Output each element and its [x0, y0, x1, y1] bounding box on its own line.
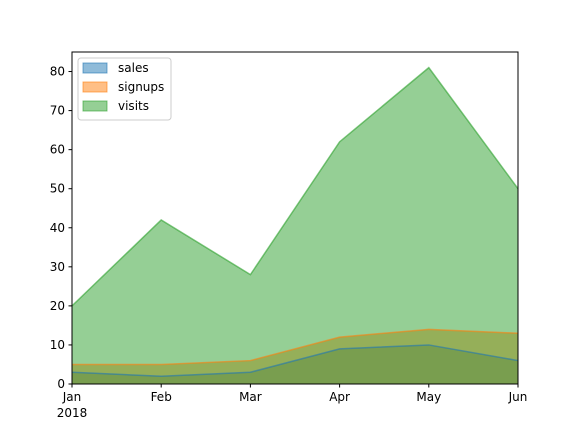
x-axis: Jan Feb Mar Apr May Jun — [62, 384, 528, 404]
series-lines — [71, 66, 519, 377]
line-signups — [72, 328, 519, 366]
legend-label-sales: sales — [118, 61, 149, 75]
legend-swatch-sales — [82, 62, 108, 74]
legend-swatch-visits — [82, 100, 108, 112]
y-tick-label: 30 — [50, 260, 65, 274]
y-tick-label: 20 — [50, 299, 65, 313]
y-tick-label: 0 — [57, 377, 65, 391]
legend-swatch-signups — [82, 81, 108, 93]
x-tick-label: Apr — [329, 390, 350, 404]
x-tick-label: Jun — [508, 390, 528, 404]
x-tick-label: Feb — [151, 390, 172, 404]
x-tick-label: Mar — [239, 390, 262, 404]
area-visits — [72, 67, 518, 384]
x-tick-label: Jan — [62, 390, 82, 404]
y-tick-label: 70 — [50, 104, 65, 118]
y-tick-label: 50 — [50, 182, 65, 196]
series-areas — [72, 67, 518, 384]
x-year-label: 2018 — [57, 406, 88, 420]
legend-label-visits: visits — [118, 99, 149, 113]
y-tick-label: 10 — [50, 338, 65, 352]
y-axis: 0 10 20 30 40 50 60 70 80 — [50, 65, 72, 391]
y-tick-label: 80 — [50, 65, 65, 79]
plot-frame — [71, 51, 519, 385]
line-visits — [71, 66, 519, 307]
legend: sales signups visits — [77, 57, 172, 121]
x-tick-label: May — [416, 390, 441, 404]
legend-label-signups: signups — [118, 80, 164, 94]
line-sales — [71, 344, 519, 377]
y-tick-label: 40 — [50, 221, 65, 235]
y-tick-label: 60 — [50, 143, 65, 157]
